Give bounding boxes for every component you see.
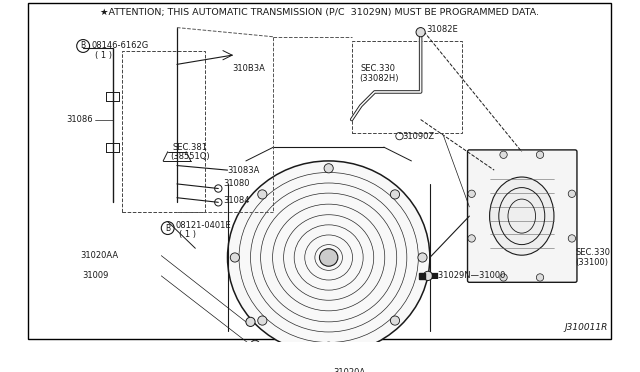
Text: (33082H): (33082H) <box>359 74 399 83</box>
Text: B: B <box>81 42 86 51</box>
Circle shape <box>390 190 399 199</box>
Circle shape <box>230 253 239 262</box>
Text: J310011R: J310011R <box>564 323 608 332</box>
Bar <box>351 41 462 133</box>
Circle shape <box>324 164 333 173</box>
Text: ★ATTENTION; THIS AUTOMATIC TRANSMISSION (P/C  31029N) MUST BE PROGRAMMED DATA.: ★ATTENTION; THIS AUTOMATIC TRANSMISSION … <box>100 9 539 17</box>
Circle shape <box>416 28 425 37</box>
Circle shape <box>500 151 508 158</box>
Circle shape <box>568 190 575 198</box>
Circle shape <box>342 354 351 363</box>
Text: 08146-6162G: 08146-6162G <box>92 42 148 51</box>
Text: 31084: 31084 <box>223 196 250 205</box>
Text: ■31029N—31000: ■31029N—31000 <box>430 272 505 280</box>
Circle shape <box>468 235 476 242</box>
Circle shape <box>418 253 427 262</box>
Text: (33100): (33100) <box>575 257 608 267</box>
Circle shape <box>536 151 544 158</box>
Ellipse shape <box>490 177 554 255</box>
Circle shape <box>258 316 267 325</box>
Circle shape <box>250 340 260 349</box>
Circle shape <box>258 190 267 199</box>
Ellipse shape <box>319 249 338 266</box>
Text: 31083A: 31083A <box>227 166 260 174</box>
Circle shape <box>468 190 476 198</box>
Text: 31090Z: 31090Z <box>402 132 435 141</box>
Text: SEC.330: SEC.330 <box>575 248 610 257</box>
Circle shape <box>324 342 333 351</box>
Text: 31086: 31086 <box>67 115 93 124</box>
Text: 31082E: 31082E <box>426 25 458 34</box>
Text: B: B <box>165 224 170 232</box>
Bar <box>122 51 205 212</box>
Text: 31080: 31080 <box>223 179 250 189</box>
Text: 31020AA: 31020AA <box>81 251 118 260</box>
Circle shape <box>390 316 399 325</box>
Circle shape <box>246 317 255 327</box>
Text: (38551Q): (38551Q) <box>170 152 210 161</box>
Circle shape <box>500 274 508 281</box>
Text: ( 1 ): ( 1 ) <box>95 51 112 60</box>
Text: 31020A: 31020A <box>333 368 365 372</box>
Text: SEC.330: SEC.330 <box>361 64 396 73</box>
Text: 310B3A: 310B3A <box>232 64 265 73</box>
Circle shape <box>424 271 433 280</box>
Text: 08121-0401E: 08121-0401E <box>175 221 230 230</box>
Text: SEC.381: SEC.381 <box>172 142 207 152</box>
Text: ( 1 ): ( 1 ) <box>179 230 196 239</box>
Circle shape <box>536 274 544 281</box>
FancyBboxPatch shape <box>468 150 577 282</box>
Ellipse shape <box>227 161 430 354</box>
Circle shape <box>568 235 575 242</box>
Text: 31009: 31009 <box>82 272 109 280</box>
